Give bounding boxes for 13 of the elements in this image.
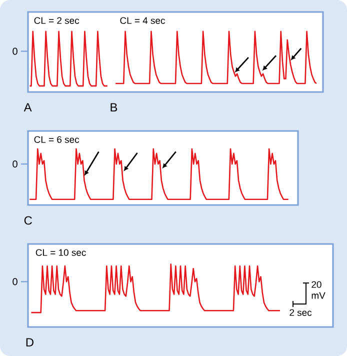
text: CL = 4 sec <box>120 17 165 24</box>
text: D <box>26 338 34 346</box>
text: CL = 2 sec <box>34 17 80 24</box>
text: 0 <box>12 48 18 55</box>
text: CL = 10 sec <box>36 249 86 256</box>
text: A <box>24 103 32 112</box>
text: 0 <box>12 278 18 286</box>
annotation: 2 sec <box>290 309 312 316</box>
text: 0 <box>12 160 18 168</box>
text: B <box>110 103 118 112</box>
text: C <box>24 216 32 225</box>
annotation: 20 mV <box>312 281 326 299</box>
text: CL = 6 sec <box>34 136 80 143</box>
